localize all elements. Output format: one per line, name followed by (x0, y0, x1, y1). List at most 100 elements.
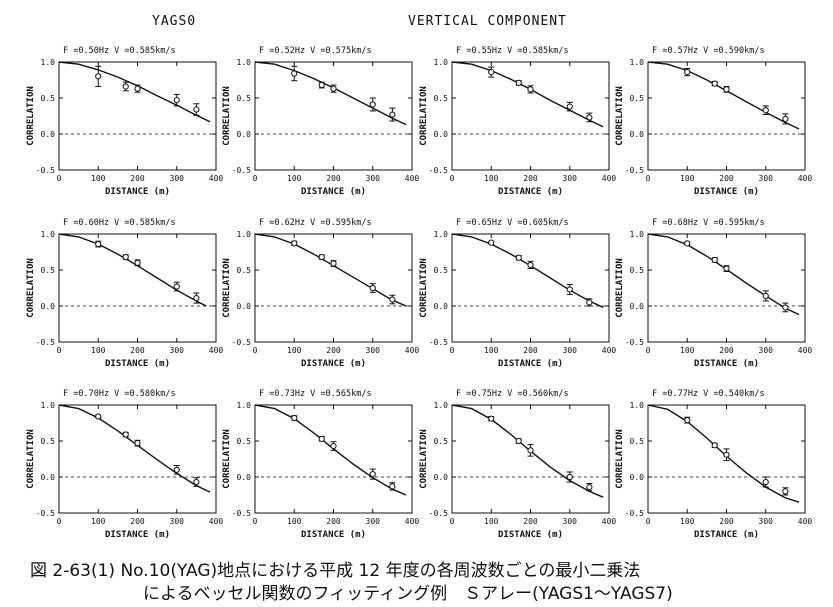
fit-curve (647, 61, 800, 130)
data-point (318, 253, 325, 261)
data-point (566, 286, 573, 293)
x-tick-label: 0 (57, 174, 62, 183)
fit-curve (647, 233, 800, 316)
x-tick-label: 100 (287, 174, 302, 183)
x-tick-label: 200 (326, 174, 341, 183)
data-point (515, 437, 522, 445)
panel-title: F =0.68Hz V =0.595km/s (652, 218, 765, 228)
data-point (527, 261, 534, 269)
y-tick-label: 1.0 (41, 58, 56, 67)
data-point (193, 106, 200, 113)
y-axis-label: CORRELATION (26, 429, 36, 489)
data-point (711, 80, 718, 87)
x-tick-label: 100 (680, 517, 695, 526)
x-tick-label: 400 (209, 517, 224, 526)
fit-curve (451, 61, 604, 128)
x-tick-label: 300 (563, 174, 578, 183)
panel-title: F =0.62Hz V =0.595km/s (259, 218, 372, 228)
data-point (330, 260, 337, 267)
y-axis-label: CORRELATION (419, 429, 429, 489)
x-axis-label: DISTANCE (m) (694, 359, 759, 369)
plot-frame (58, 233, 217, 343)
data-point (122, 253, 129, 261)
y-tick-label: 0.0 (434, 302, 449, 311)
x-tick-label: 400 (405, 174, 420, 183)
data-point (762, 292, 769, 300)
x-axis-label: DISTANCE (m) (694, 187, 759, 197)
data-point (586, 114, 593, 121)
data-point (95, 73, 102, 80)
plot-frame (451, 233, 610, 343)
chart-panel: F =0.77Hz V =0.540km/s 1.0 0.5 0.0 -0.50 100 2… (615, 389, 812, 540)
plot-frame (254, 233, 413, 343)
y-tick-label: 0.5 (237, 437, 252, 446)
y-tick-label: -0.5 (36, 338, 55, 347)
header-station-label: YAGS0 (152, 14, 197, 29)
data-point (330, 442, 337, 450)
y-tick-label: 0.0 (630, 473, 645, 482)
y-axis-label: CORRELATION (419, 258, 429, 318)
y-tick-label: 1.0 (434, 230, 449, 239)
plot-frame (647, 61, 806, 171)
panel-title: F =0.60Hz V =0.585km/s (63, 218, 176, 228)
data-point (762, 107, 769, 114)
y-axis-label: CORRELATION (26, 258, 36, 318)
x-tick-label: 300 (170, 174, 185, 183)
chart-panel: F =0.68Hz V =0.595km/s 1.0 0.5 0.0 -0.50 100 2… (615, 218, 812, 369)
data-point (291, 240, 298, 247)
y-tick-label: 0.0 (41, 302, 56, 311)
x-tick-label: 300 (563, 346, 578, 355)
y-tick-label: -0.5 (625, 166, 644, 175)
panel-title: F =0.73Hz V =0.565km/s (259, 389, 372, 399)
x-axis-label: DISTANCE (m) (301, 187, 366, 197)
caption-line-1: 図 2-63(1) No.10(YAG)地点における平成 12 年度の各周波数ご… (30, 561, 641, 581)
x-tick-label: 300 (759, 346, 774, 355)
data-point (173, 283, 180, 290)
data-point (122, 83, 129, 90)
x-tick-label: 200 (523, 346, 538, 355)
data-point (318, 435, 325, 442)
y-axis-label: CORRELATION (222, 258, 232, 318)
panel-title: F =0.55Hz V =0.585km/s (456, 46, 569, 56)
y-tick-label: 0.0 (434, 130, 449, 139)
y-tick-label: 1.0 (630, 58, 645, 67)
y-tick-label: 0.0 (41, 473, 56, 482)
x-tick-label: 0 (646, 346, 651, 355)
chart-panel: F =0.50Hz V =0.585km/s 1.0 0.5 0.0 -0.50 100 2… (26, 46, 223, 197)
x-tick-label: 0 (646, 174, 651, 183)
x-tick-label: 0 (450, 517, 455, 526)
x-tick-label: 300 (759, 517, 774, 526)
y-tick-label: -0.5 (429, 509, 448, 518)
y-tick-label: 0.0 (237, 473, 252, 482)
x-tick-label: 400 (602, 346, 617, 355)
data-point (134, 440, 141, 447)
y-tick-label: 0.0 (630, 130, 645, 139)
y-tick-label: 0.0 (434, 473, 449, 482)
y-tick-label: 1.0 (434, 58, 449, 67)
y-tick-label: 1.0 (41, 230, 56, 239)
x-tick-label: 0 (450, 346, 455, 355)
x-tick-label: 0 (253, 517, 258, 526)
fit-curve (254, 233, 407, 307)
plot-frame (647, 233, 806, 343)
y-tick-label: -0.5 (232, 166, 251, 175)
x-tick-label: 400 (602, 517, 617, 526)
y-tick-label: 0.5 (41, 266, 56, 275)
y-tick-label: 1.0 (237, 401, 252, 410)
header-component-label: VERTICAL COMPONENT (408, 14, 567, 29)
data-point (173, 466, 180, 473)
x-tick-label: 200 (523, 517, 538, 526)
plot-frame (254, 404, 413, 514)
caption-line-2: によるベッセル関数のフィッティング例 Ｓアレー(YAGS1～YAGS7) (143, 584, 673, 604)
x-tick-label: 400 (405, 517, 420, 526)
plot-frame (58, 404, 217, 514)
x-tick-label: 300 (366, 517, 381, 526)
x-tick-label: 100 (680, 346, 695, 355)
x-tick-label: 400 (209, 346, 224, 355)
data-point (389, 296, 396, 303)
x-tick-label: 0 (450, 174, 455, 183)
data-point (389, 483, 396, 490)
x-axis-label: DISTANCE (m) (105, 359, 170, 369)
data-point (515, 254, 522, 261)
y-tick-label: 1.0 (630, 230, 645, 239)
